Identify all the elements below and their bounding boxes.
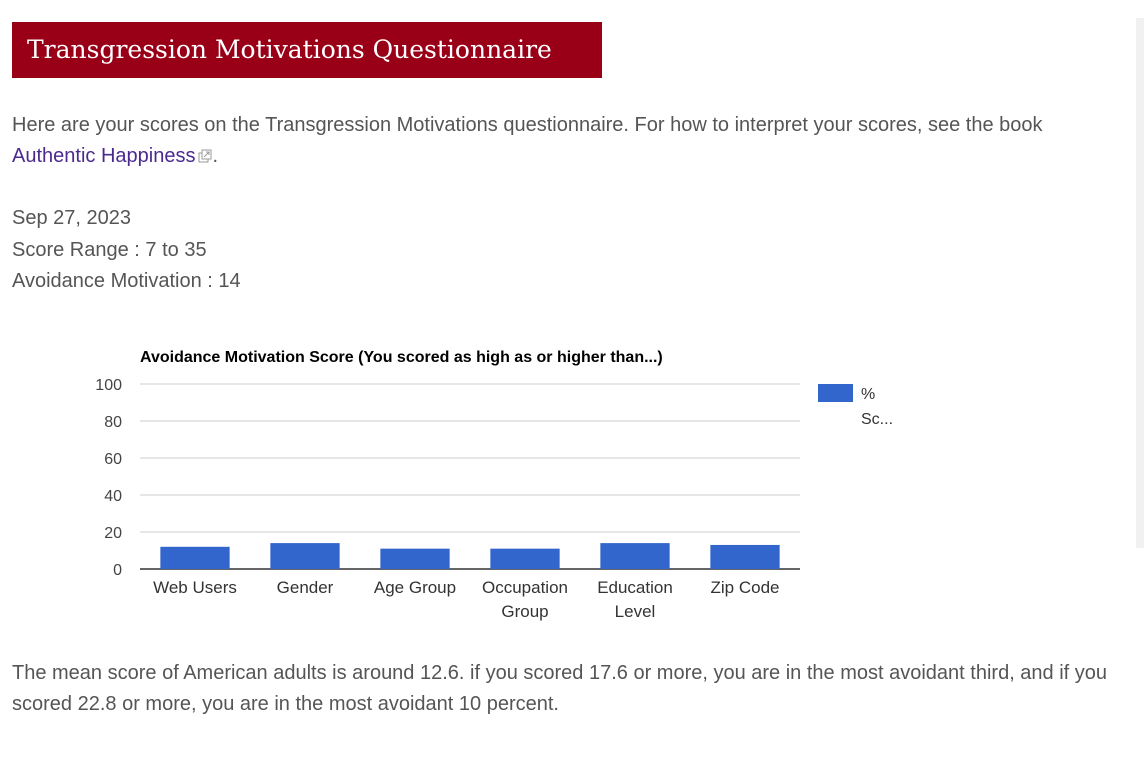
x-tick-label: Occupation — [482, 578, 568, 597]
scrollbar[interactable] — [1136, 18, 1144, 548]
x-tick-label: Level — [615, 602, 656, 621]
bar-age-group — [380, 548, 450, 569]
legend-swatch — [818, 384, 853, 402]
chart-title: Avoidance Motivation Score (You scored a… — [140, 349, 663, 366]
y-tick-label: 40 — [104, 488, 122, 505]
intro-paragraph: Here are your scores on the Transgressio… — [12, 110, 1112, 173]
avoidance-score: Avoidance Motivation : 14 — [12, 270, 241, 292]
legend-label: % — [861, 386, 875, 403]
y-tick-label: 20 — [104, 525, 122, 542]
x-tick-label: Age Group — [374, 578, 456, 597]
bar-occupation-group — [490, 548, 560, 569]
x-tick-label: Group — [501, 602, 548, 621]
x-tick-label: Education — [597, 578, 673, 597]
y-tick-label: 80 — [104, 414, 122, 431]
bar-gender — [270, 543, 340, 569]
x-tick-label: Zip Code — [711, 578, 780, 597]
y-tick-label: 60 — [104, 451, 122, 468]
score-range: Score Range : 7 to 35 — [12, 239, 207, 261]
page-title: Transgression Motivations Questionnaire — [12, 22, 602, 78]
authentic-happiness-link[interactable]: Authentic Happiness — [12, 145, 212, 167]
y-tick-label: 0 — [113, 562, 122, 579]
bar-zip-code — [710, 544, 780, 569]
intro-text: Here are your scores on the Transgressio… — [12, 114, 1043, 136]
chart-svg: Avoidance Motivation Score (You scored a… — [95, 349, 893, 621]
footer-paragraph: The mean score of American adults is aro… — [12, 662, 1108, 715]
result-date: Sep 27, 2023 — [12, 207, 131, 229]
y-tick-label: 100 — [95, 377, 122, 394]
x-tick-label: Web Users — [153, 578, 237, 597]
external-link-icon — [198, 142, 212, 173]
x-tick-label: Gender — [277, 578, 334, 597]
authentic-happiness-link-label: Authentic Happiness — [12, 145, 196, 167]
avoidance-chart: Avoidance Motivation Score (You scored a… — [80, 335, 940, 635]
bar-web-users — [160, 546, 230, 569]
intro-trailing: . — [212, 145, 219, 167]
bar-education-level — [600, 543, 670, 569]
legend-label: Sc... — [861, 411, 893, 428]
